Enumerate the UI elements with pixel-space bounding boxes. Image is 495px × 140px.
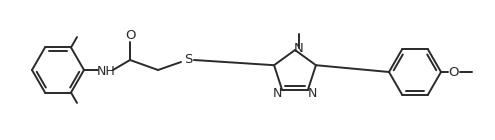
Text: S: S [184, 52, 192, 66]
Text: NH: NH [97, 65, 115, 78]
Text: O: O [449, 66, 459, 79]
Text: N: N [308, 87, 318, 100]
Text: N: N [272, 87, 282, 100]
Text: N: N [294, 41, 304, 54]
Text: O: O [125, 29, 135, 41]
